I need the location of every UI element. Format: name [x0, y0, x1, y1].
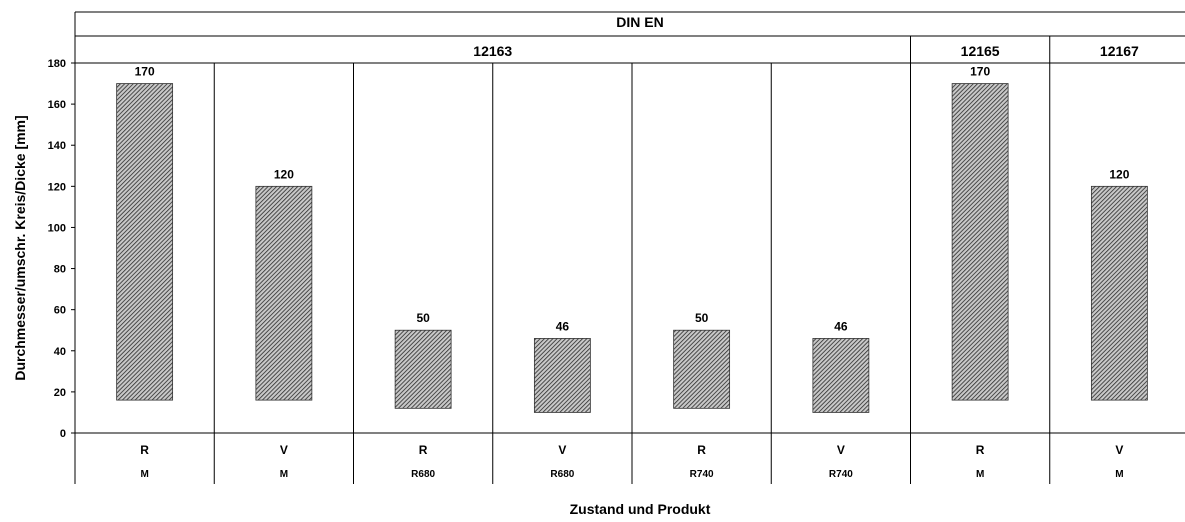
y-tick-label: 20	[54, 387, 66, 399]
range-bar	[673, 329, 731, 409]
produkt-label: M	[1115, 469, 1123, 480]
range-bar	[951, 83, 1009, 401]
produkt-label: R740	[829, 469, 853, 480]
produkt-label: R740	[690, 469, 714, 480]
range-bar	[116, 83, 174, 401]
y-axis-title: Durchmesser/umschr. Kreis/Dicke [mm]	[12, 115, 28, 380]
produkt-label: M	[140, 469, 148, 480]
zustand-label: R	[697, 443, 706, 457]
y-axis: 0 20 40 60 80 100 120 140 160 180	[48, 58, 75, 440]
y-tick-label: 160	[48, 99, 66, 111]
standard-label-12163: 12163	[473, 43, 512, 59]
produkt-label: M	[280, 469, 288, 480]
x-categories: R M V M R R680 V R680 R R740 V R740 R M V M	[140, 443, 1123, 480]
title-din-en: DIN EN	[616, 14, 663, 30]
data-label: 46	[556, 319, 570, 333]
produkt-label: R680	[411, 469, 435, 480]
zustand-label: V	[558, 443, 566, 457]
zustand-label: R	[419, 443, 428, 457]
range-bar	[533, 338, 591, 413]
data-label: 46	[834, 319, 848, 333]
data-label: 170	[135, 65, 155, 79]
bars: 170 120 50 46 50 46 170 120	[116, 65, 1148, 413]
y-tick-label: 140	[48, 140, 66, 152]
data-label: 50	[416, 311, 430, 325]
range-bar	[394, 329, 452, 409]
data-label: 120	[274, 167, 294, 181]
zustand-label: V	[280, 443, 288, 457]
y-tick-label: 180	[48, 58, 66, 70]
y-tick-label: 40	[54, 346, 66, 358]
range-bar	[812, 338, 870, 413]
zustand-label: V	[837, 443, 845, 457]
zustand-label: R	[140, 443, 149, 457]
x-axis-title: Zustand und Produkt	[570, 501, 711, 517]
zustand-label: V	[1115, 443, 1123, 457]
y-tick-label: 60	[54, 305, 66, 317]
y-tick-label: 0	[60, 428, 66, 440]
produkt-label: M	[976, 469, 984, 480]
data-label: 170	[970, 65, 990, 79]
standard-label-12165: 12165	[961, 43, 1000, 59]
data-label: 120	[1109, 167, 1129, 181]
y-tick-label: 100	[48, 222, 66, 234]
y-tick-label: 80	[54, 264, 66, 276]
produkt-label: R680	[550, 469, 574, 480]
standard-label-12167: 12167	[1100, 43, 1139, 59]
y-tick-label: 120	[48, 181, 66, 193]
zustand-label: R	[976, 443, 985, 457]
range-bar	[1090, 185, 1148, 401]
range-bar	[255, 185, 313, 401]
standards-header: 12163 12165 12167	[473, 36, 1139, 63]
data-label: 50	[695, 311, 709, 325]
chart-frame	[74, 11, 1185, 484]
